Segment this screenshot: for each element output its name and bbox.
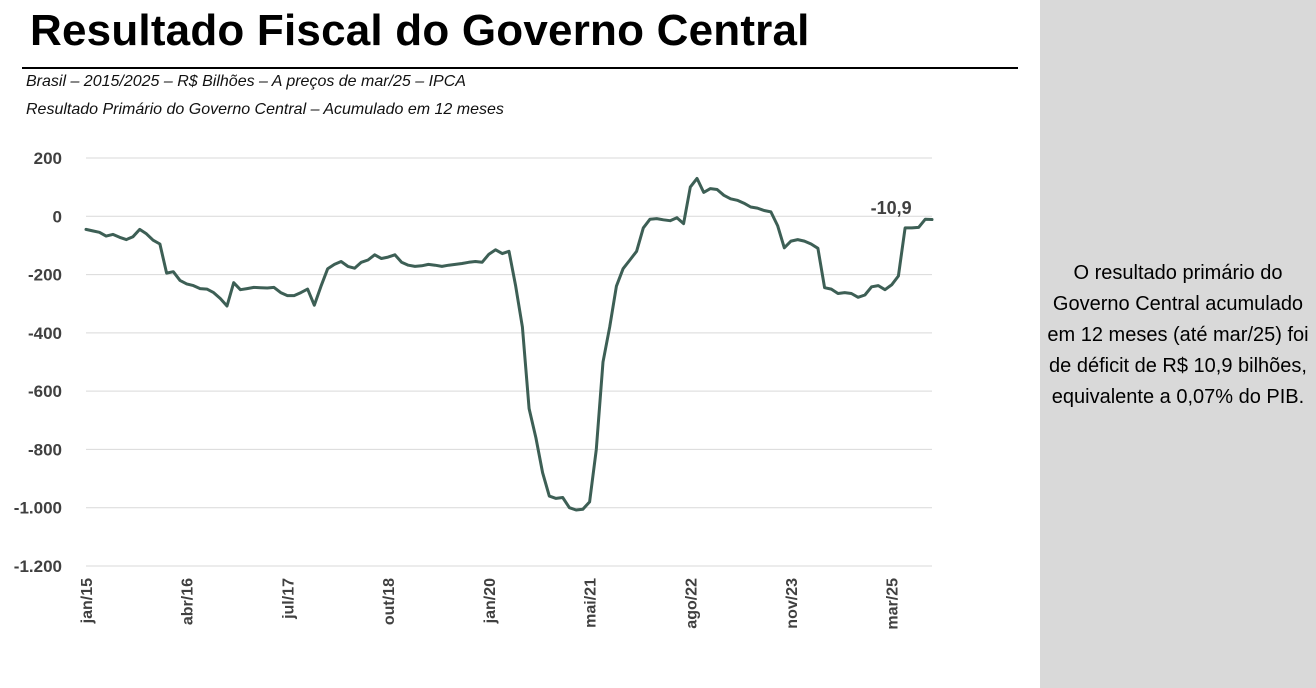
x-tick-label: ago/22 bbox=[683, 578, 700, 629]
x-tick-label: abr/16 bbox=[180, 578, 197, 625]
sidebar-summary-text: O resultado primário do Governo Central … bbox=[1047, 262, 1309, 408]
chart-subtitle-1: Brasil – 2015/2025 – R$ Bilhões – A preç… bbox=[26, 73, 466, 90]
x-tick-label: nov/23 bbox=[784, 578, 801, 629]
x-tick-label: mar/25 bbox=[885, 578, 902, 630]
y-tick-label: -400 bbox=[28, 324, 62, 343]
y-tick-label: -1.200 bbox=[14, 557, 62, 576]
chart-subtitle-2: Resultado Primário do Governo Central – … bbox=[26, 101, 504, 118]
x-tick-label: jan/15 bbox=[79, 578, 96, 624]
line-chart: 200 0 -200 -400 -600 -800 -1.000 -1.200 jan/15 a… bbox=[14, 149, 934, 630]
x-axis-ticks: jan/15 abr/16 jul/17 out/18 jan/20 mai/21 ago/… bbox=[79, 578, 902, 630]
main-panel: Resultado Fiscal do Governo Central Bras… bbox=[14, 6, 1018, 630]
page-title: Resultado Fiscal do Governo Central bbox=[30, 6, 810, 55]
title-divider bbox=[22, 67, 1018, 69]
x-tick-label: jul/17 bbox=[280, 578, 297, 620]
sidebar-panel: O resultado primário do Governo Central … bbox=[1040, 0, 1316, 688]
last-value-label: -10,9 bbox=[871, 198, 912, 218]
chart-gridlines bbox=[86, 157, 932, 567]
series-line bbox=[84, 176, 934, 512]
x-tick-label: out/18 bbox=[381, 578, 398, 625]
y-axis-ticks: 200 0 -200 -400 -600 -800 -1.000 -1.200 bbox=[14, 149, 62, 576]
y-tick-label: 200 bbox=[34, 149, 62, 168]
y-tick-label: -1.000 bbox=[14, 499, 62, 518]
y-tick-label: -800 bbox=[28, 440, 62, 459]
y-tick-label: 0 bbox=[53, 207, 62, 226]
y-tick-label: -600 bbox=[28, 382, 62, 401]
x-tick-label: mai/21 bbox=[583, 578, 600, 628]
y-tick-label: -200 bbox=[28, 266, 62, 285]
x-tick-label: jan/20 bbox=[482, 578, 499, 624]
